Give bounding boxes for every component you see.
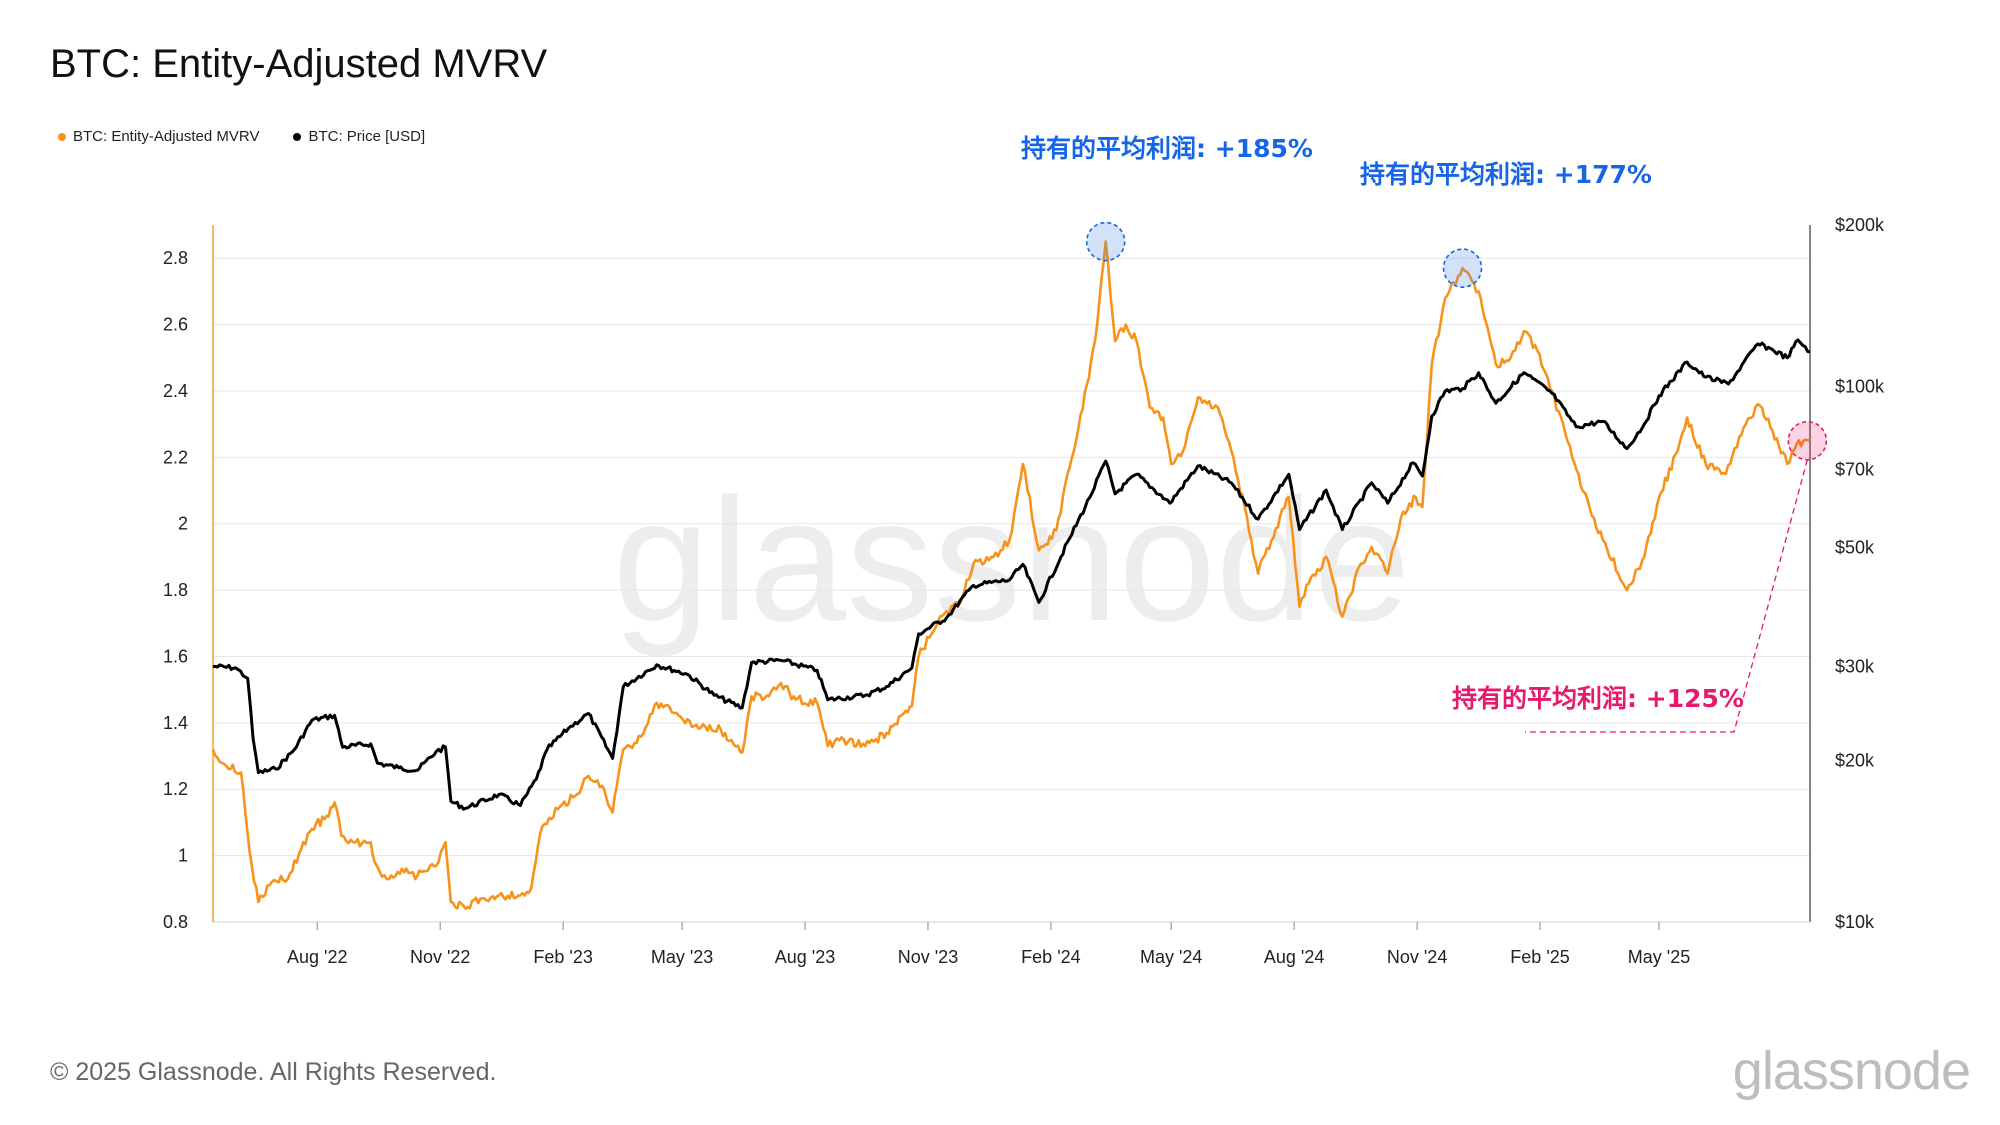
y-right-tick-label: $20k [1835,751,1875,771]
legend-item-mvrv[interactable]: BTC: Entity-Adjusted MVRV [58,128,259,145]
x-tick-label: May '24 [1140,947,1202,967]
y-left-tick-label: 0.8 [163,912,188,932]
x-tick-label: Aug '22 [287,947,348,967]
x-tick-label: Aug '24 [1264,947,1325,967]
legend-dot-price [293,132,302,141]
y-left-tick-label: 1.8 [163,580,188,600]
legend-label-mvrv: BTC: Entity-Adjusted MVRV [73,128,260,145]
x-tick-label: May '23 [651,947,713,967]
y-left-tick-label: 2.2 [163,447,188,467]
legend-item-price[interactable]: BTC: Price [USD] [293,128,425,145]
y-left-tick-label: 2.4 [163,381,188,401]
annotation-marker [1442,248,1483,288]
y-left-tick-label: 1.4 [163,713,188,733]
y-right-tick-label: $70k [1835,459,1875,479]
y-left-tick-label: 1 [178,846,188,866]
annotation-marker [1085,221,1126,262]
x-tick-label: May '25 [1628,947,1690,967]
legend-label-price: BTC: Price [USD] [308,128,426,145]
copyright-footer: © 2025 Glassnode. All Rights Reserved. [50,1058,497,1086]
y-right-tick-label: $200k [1835,215,1885,235]
annotation-marker [1787,420,1828,461]
chart-title: BTC: Entity-Adjusted MVRV [50,42,548,86]
y-left-tick-label: 2.8 [163,248,188,268]
y-right-tick-label: $100k [1835,376,1885,396]
y-right-tick-label: $50k [1835,538,1875,558]
y-left-tick-label: 2.6 [163,315,188,335]
annotation-label: 持有的平均利润: +125% [1452,684,1744,713]
y-right-tick-label: $30k [1835,656,1875,676]
annotation-label: 持有的平均利润: +185% [1021,134,1313,163]
x-tick-label: Nov '24 [1387,947,1447,967]
annotation-leader-line [1525,459,1808,733]
x-tick-label: Aug '23 [775,947,836,967]
y-left-tick-label: 1.2 [163,779,188,799]
annotation-label: 持有的平均利润: +177% [1360,160,1652,189]
x-tick-label: Feb '23 [533,947,592,967]
x-tick-label: Feb '25 [1510,947,1569,967]
x-tick-label: Feb '24 [1021,947,1080,967]
glassnode-logo: glassnode [1732,1041,1971,1101]
x-tick-label: Nov '22 [410,947,470,967]
mvrv-series-line [211,240,1811,911]
legend-dot-mvrv [58,132,66,141]
watermark-text: glassnode [613,463,1411,658]
price-series-line [212,338,1811,811]
y-left-tick-label: 1.6 [163,646,188,666]
x-tick-label: Nov '23 [898,947,958,967]
legend: BTC: Entity-Adjusted MVRV BTC: Price [US… [58,128,425,145]
y-left-tick-label: 2 [178,514,188,534]
y-right-tick-label: $10k [1835,912,1875,932]
